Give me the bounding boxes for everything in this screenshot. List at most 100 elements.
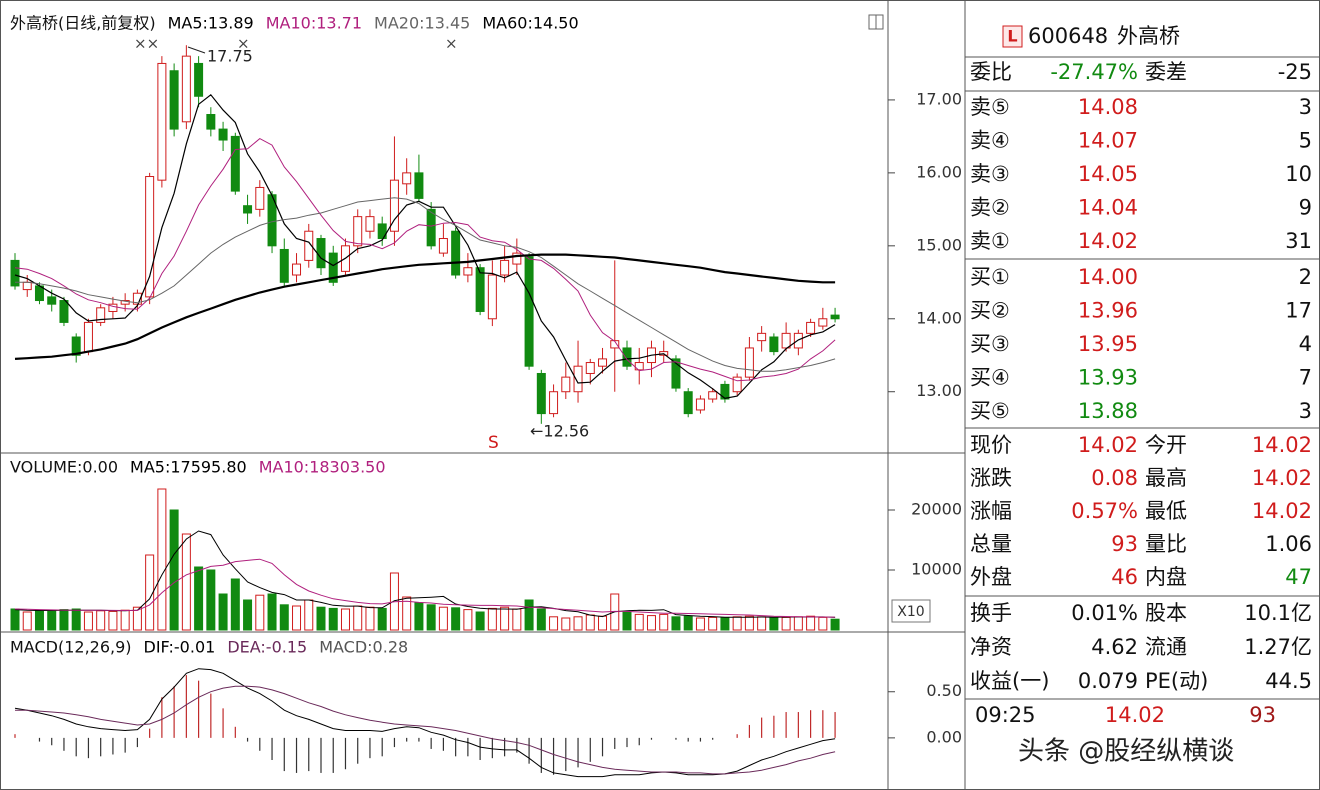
volume-bar — [781, 616, 791, 631]
volume-bar — [414, 602, 424, 631]
candle-body — [500, 259, 510, 276]
share-value: 10.1亿 — [1244, 601, 1312, 625]
candle-body — [683, 391, 693, 415]
legend-entry: MA20:13.45 — [374, 14, 470, 33]
volume-bar — [255, 594, 265, 631]
stat-label: 最高 — [1145, 466, 1187, 490]
stat-value: 93 — [1111, 532, 1138, 556]
stat-label: 最低 — [1145, 499, 1187, 523]
book-volume: 4 — [1299, 332, 1312, 356]
candle-body — [561, 376, 571, 393]
book-level: 卖⑤ — [970, 95, 1010, 119]
y-tick-label: 15.00 — [916, 235, 962, 254]
volume-bar — [769, 617, 779, 631]
volume-bar — [206, 569, 216, 631]
candle-body — [757, 332, 767, 342]
book-volume: 9 — [1299, 196, 1312, 220]
candle-body — [10, 259, 20, 287]
ma-line — [14, 558, 836, 618]
volume-bar — [549, 616, 559, 631]
volume-bar — [512, 608, 522, 631]
share-label: 换手 — [970, 601, 1012, 625]
marker: × — [237, 35, 250, 53]
book-volume: 10 — [1285, 162, 1312, 186]
market-badge-text: L — [1007, 27, 1017, 46]
candle-body — [157, 62, 167, 181]
book-price: 13.88 — [1078, 399, 1138, 423]
book-price: 14.00 — [1078, 265, 1138, 289]
candle-body — [708, 391, 718, 400]
share-label: 流通 — [1145, 635, 1187, 659]
volume-bar — [451, 607, 461, 631]
candle-body — [451, 230, 461, 276]
candle-body — [230, 135, 240, 192]
y-tick-label: 0.50 — [926, 681, 962, 700]
candle-body — [279, 248, 289, 283]
volume-bar — [169, 509, 179, 631]
share-value: 4.62 — [1091, 635, 1138, 659]
candle-body — [622, 347, 632, 367]
marker: ×× — [134, 35, 159, 53]
volume-bar — [316, 606, 326, 631]
y-tick-label: 0.00 — [926, 727, 962, 746]
candle-body — [243, 205, 253, 214]
legend-entry: DEA:-0.15 — [227, 638, 307, 657]
candle-body — [732, 376, 742, 393]
book-level: 买② — [970, 299, 1010, 323]
volume-bar — [487, 607, 497, 631]
book-volume: 3 — [1299, 95, 1312, 119]
trade-price: 14.02 — [1105, 703, 1165, 727]
book-level: 买① — [970, 265, 1010, 289]
stat-value: 1.06 — [1265, 532, 1312, 556]
candle-body — [365, 216, 375, 232]
volume-bar — [132, 606, 142, 631]
unit-box — [891, 599, 931, 623]
book-price: 14.08 — [1078, 95, 1138, 119]
annotation-leader — [187, 46, 206, 54]
volume-bar — [744, 615, 754, 631]
candle-body — [549, 391, 559, 415]
stat-label: 涨幅 — [970, 499, 1012, 523]
candle-body — [316, 238, 326, 269]
candle-body — [426, 208, 436, 247]
book-level: 买③ — [970, 332, 1010, 356]
candle-body — [389, 179, 399, 232]
annotation: 17.75 — [207, 47, 253, 66]
candle-body — [328, 252, 338, 283]
legend-entry: DIF:-0.01 — [144, 638, 216, 657]
y-tick-label: 14.00 — [916, 308, 962, 327]
volume-bar — [524, 599, 534, 631]
candle-body — [71, 336, 81, 356]
book-price: 13.93 — [1078, 366, 1138, 390]
candle-body — [206, 114, 216, 130]
book-level: 卖② — [970, 196, 1010, 220]
volume-bar — [402, 596, 412, 631]
stat-value: 0.57% — [1071, 499, 1138, 523]
volume-bar — [292, 605, 302, 631]
volume-bar — [732, 616, 742, 631]
candle-body — [255, 186, 265, 210]
candle-body — [292, 263, 302, 276]
candle-body — [304, 230, 314, 261]
trade-time: 09:25 — [975, 703, 1036, 727]
candle-body — [769, 336, 779, 353]
candle-body — [475, 267, 485, 312]
volume-bar — [22, 611, 32, 631]
stock-name: 外高桥 — [1117, 24, 1180, 48]
volume-bar — [120, 609, 130, 631]
marker: × — [445, 35, 458, 53]
volume-bar — [365, 606, 375, 631]
share-label: 股本 — [1145, 601, 1187, 625]
candle-body — [536, 372, 546, 415]
candle-body — [695, 398, 705, 411]
candle-body — [781, 332, 791, 349]
quote-label: 委比 — [970, 60, 1012, 84]
volume-bar — [47, 609, 57, 631]
volume-bar — [585, 614, 595, 631]
volume-bar — [573, 616, 583, 631]
ma-line — [14, 253, 836, 360]
stock-code: 600648 — [1028, 24, 1108, 48]
legend-entry: MA60:14.50 — [482, 14, 578, 33]
candle-body — [720, 383, 730, 400]
candle-body — [744, 347, 754, 378]
